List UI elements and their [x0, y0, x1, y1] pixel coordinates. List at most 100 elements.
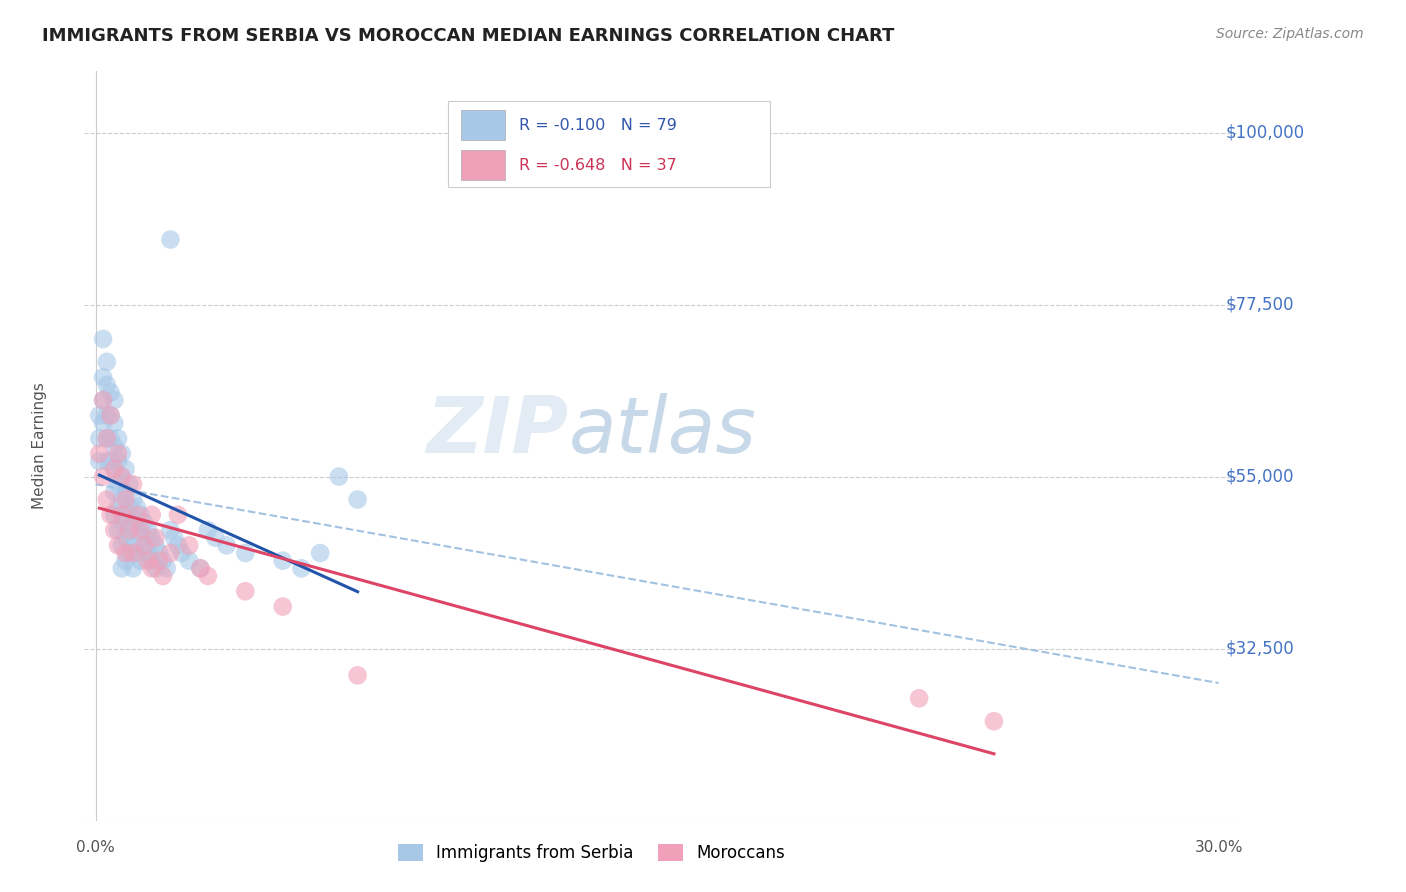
- FancyBboxPatch shape: [461, 150, 505, 180]
- Point: [134, 538, 156, 552]
- Point: [111, 469, 134, 483]
- Point: [125, 546, 148, 560]
- Point: [103, 484, 125, 499]
- Point: [107, 447, 129, 461]
- Point: [145, 561, 167, 575]
- Point: [129, 531, 152, 545]
- Point: [111, 561, 134, 575]
- Point: [179, 538, 201, 552]
- Point: [111, 469, 134, 483]
- Point: [111, 508, 134, 522]
- Point: [197, 569, 219, 583]
- Point: [111, 516, 134, 530]
- Point: [103, 462, 125, 476]
- Point: [122, 492, 145, 507]
- Point: [118, 523, 141, 537]
- Point: [111, 538, 134, 552]
- Point: [204, 531, 226, 545]
- Point: [148, 554, 170, 568]
- Point: [103, 439, 125, 453]
- Point: [141, 554, 163, 568]
- Point: [103, 393, 125, 408]
- Point: [89, 454, 111, 468]
- Point: [233, 584, 256, 599]
- Point: [103, 523, 125, 537]
- Point: [118, 546, 141, 560]
- Point: [100, 508, 122, 522]
- Point: [141, 531, 163, 545]
- Point: [103, 508, 125, 522]
- Point: [125, 508, 148, 522]
- Point: [118, 523, 141, 537]
- Point: [100, 431, 122, 445]
- Point: [148, 546, 170, 560]
- Point: [91, 416, 114, 430]
- Text: Source: ZipAtlas.com: Source: ZipAtlas.com: [1216, 27, 1364, 41]
- Point: [118, 500, 141, 515]
- Point: [271, 554, 294, 568]
- Text: $55,000: $55,000: [1226, 467, 1295, 485]
- Point: [125, 523, 148, 537]
- Point: [96, 377, 118, 392]
- Text: $32,500: $32,500: [1226, 640, 1295, 657]
- Point: [100, 409, 122, 423]
- Point: [96, 492, 118, 507]
- Point: [908, 691, 931, 706]
- Point: [129, 554, 152, 568]
- Point: [91, 332, 114, 346]
- Point: [114, 531, 136, 545]
- Point: [179, 554, 201, 568]
- Text: IMMIGRANTS FROM SERBIA VS MOROCCAN MEDIAN EARNINGS CORRELATION CHART: IMMIGRANTS FROM SERBIA VS MOROCCAN MEDIA…: [42, 27, 894, 45]
- Point: [141, 561, 163, 575]
- Text: Median Earnings: Median Earnings: [32, 383, 46, 509]
- Point: [122, 561, 145, 575]
- Point: [346, 492, 368, 507]
- Point: [91, 393, 114, 408]
- Point: [111, 492, 134, 507]
- Point: [152, 554, 174, 568]
- Point: [159, 546, 181, 560]
- Text: ZIP: ZIP: [426, 393, 568, 469]
- Point: [114, 484, 136, 499]
- Point: [983, 714, 1005, 729]
- Point: [114, 462, 136, 476]
- Point: [100, 454, 122, 468]
- Point: [103, 416, 125, 430]
- Text: R = -0.648   N = 37: R = -0.648 N = 37: [519, 158, 676, 172]
- Point: [122, 516, 145, 530]
- Point: [96, 409, 118, 423]
- Point: [89, 447, 111, 461]
- Point: [159, 523, 181, 537]
- Point: [170, 546, 193, 560]
- Point: [290, 561, 312, 575]
- Point: [111, 447, 134, 461]
- Point: [159, 233, 181, 247]
- FancyBboxPatch shape: [447, 102, 770, 187]
- Point: [156, 561, 179, 575]
- Point: [100, 385, 122, 400]
- Point: [91, 370, 114, 384]
- Point: [114, 546, 136, 560]
- Point: [190, 561, 212, 575]
- Point: [96, 454, 118, 468]
- Point: [96, 431, 118, 445]
- Point: [100, 409, 122, 423]
- Point: [91, 393, 114, 408]
- Text: R = -0.100   N = 79: R = -0.100 N = 79: [519, 118, 676, 133]
- Point: [114, 492, 136, 507]
- Point: [107, 431, 129, 445]
- Point: [125, 500, 148, 515]
- Point: [190, 561, 212, 575]
- Point: [145, 538, 167, 552]
- Point: [129, 508, 152, 522]
- Point: [96, 431, 118, 445]
- Point: [96, 355, 118, 369]
- Point: [114, 508, 136, 522]
- Point: [103, 462, 125, 476]
- Text: $100,000: $100,000: [1226, 123, 1305, 142]
- Text: 30.0%: 30.0%: [1194, 839, 1243, 855]
- Text: atlas: atlas: [568, 393, 756, 469]
- Point: [129, 523, 152, 537]
- Point: [107, 538, 129, 552]
- Point: [134, 538, 156, 552]
